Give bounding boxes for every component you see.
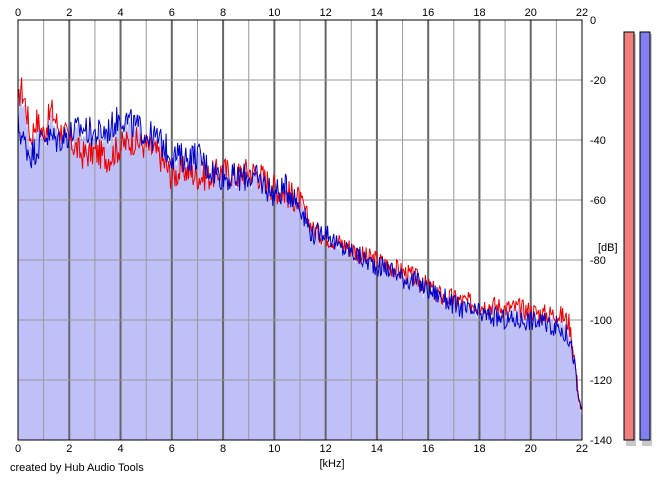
y-tick: -100: [590, 315, 612, 327]
y-tick: -60: [590, 195, 606, 207]
meter-bar-blue: [639, 31, 651, 441]
y-tick: -40: [590, 135, 606, 147]
x-tick-bottom: 12: [320, 443, 332, 455]
x-tick-top: 10: [268, 7, 280, 19]
x-tick-bottom: 6: [169, 443, 175, 455]
x-tick-top: 22: [576, 7, 588, 19]
x-tick-bottom: 22: [576, 443, 588, 455]
level-meters: [623, 31, 652, 446]
x-tick-top: 4: [117, 7, 123, 19]
axis-layer: [17, 19, 583, 441]
series-layer: [17, 77, 582, 410]
x-tick-top: 16: [422, 7, 434, 19]
y-tick: -120: [590, 375, 612, 387]
y-tick: -140: [590, 435, 612, 447]
y-unit-label: [dB]: [598, 242, 618, 254]
x-tick-bottom: 16: [422, 443, 434, 455]
credit-text: created by Hub Audio Tools: [10, 462, 144, 474]
meter-bar-red: [623, 31, 635, 441]
y-tick: 0: [590, 15, 596, 27]
y-tick: -80: [590, 255, 606, 267]
x-tick-bottom: 0: [15, 443, 21, 455]
x-tick-top: 0: [15, 7, 21, 19]
x-tick-top: 12: [320, 7, 332, 19]
x-tick-top: 14: [371, 7, 383, 19]
x-tick-bottom: 8: [220, 443, 226, 455]
plot-frame: [17, 19, 583, 441]
x-tick-bottom: 14: [371, 443, 383, 455]
y-tick: -20: [590, 75, 606, 87]
x-tick-top: 18: [473, 7, 485, 19]
x-tick-bottom: 18: [473, 443, 485, 455]
x-tick-bottom: 2: [66, 443, 72, 455]
x-unit-label: [kHz]: [319, 458, 344, 470]
label-layer: 002244668810101212141416161818202022220-…: [15, 7, 618, 470]
series-line-blue: [17, 106, 582, 410]
x-tick-top: 8: [220, 7, 226, 19]
x-tick-bottom: 10: [268, 443, 280, 455]
x-tick-top: 6: [169, 7, 175, 19]
x-tick-bottom: 20: [525, 443, 537, 455]
x-tick-bottom: 4: [117, 443, 123, 455]
x-tick-top: 20: [525, 7, 537, 19]
x-tick-top: 2: [66, 7, 72, 19]
